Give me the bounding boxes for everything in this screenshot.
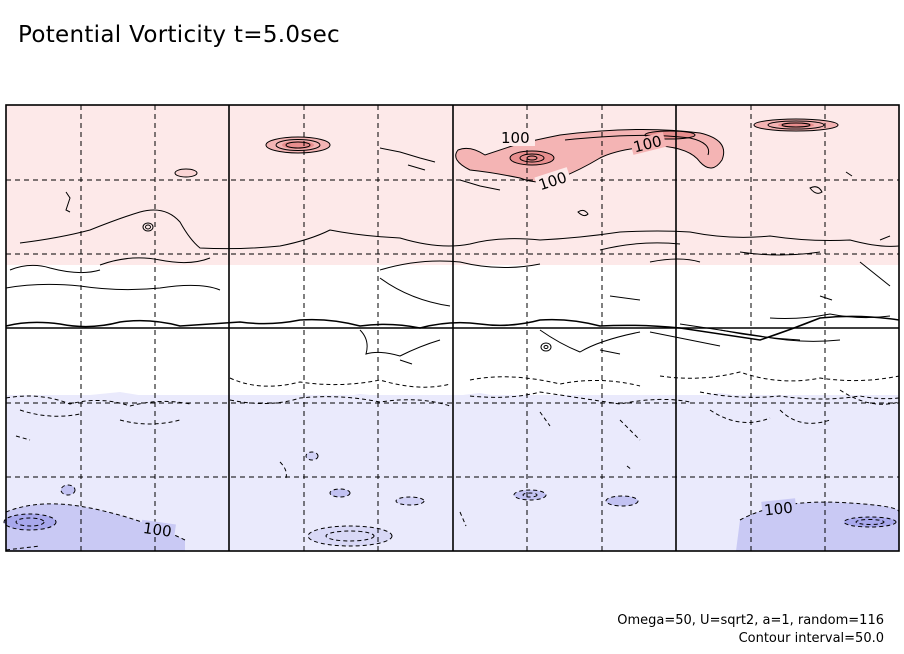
pv-low-region — [606, 496, 638, 506]
pv-low-region — [844, 517, 896, 527]
pv-low-region — [514, 490, 546, 500]
pv-low-region — [4, 514, 56, 530]
pv-low-region — [396, 497, 424, 505]
pv-low-region — [6, 503, 185, 551]
pv-high-region — [510, 151, 554, 165]
positive-contours — [5, 118, 900, 365]
pv-low-region — [306, 452, 318, 460]
pv-low-region — [308, 526, 392, 546]
contour-label: 100 — [142, 519, 173, 541]
contour-interval-note: Contour interval=50.0 — [738, 631, 884, 646]
pv-high-region — [175, 169, 197, 177]
negative-contours — [3, 371, 900, 551]
plot-frame — [5, 104, 900, 552]
pv-low-region — [330, 489, 350, 497]
parameters-note: Omega=50, U=sqrt2, a=1, random=116 — [617, 613, 884, 628]
chart-title: Potential Vorticity t=5.0sec — [18, 22, 340, 48]
grid-lines — [6, 105, 899, 551]
contour-labels: 100 100 100 100 100 — [140, 129, 797, 541]
pv-low-region — [61, 485, 75, 495]
contour-label: 100 — [763, 499, 793, 520]
contour-label: 100 — [501, 129, 530, 147]
